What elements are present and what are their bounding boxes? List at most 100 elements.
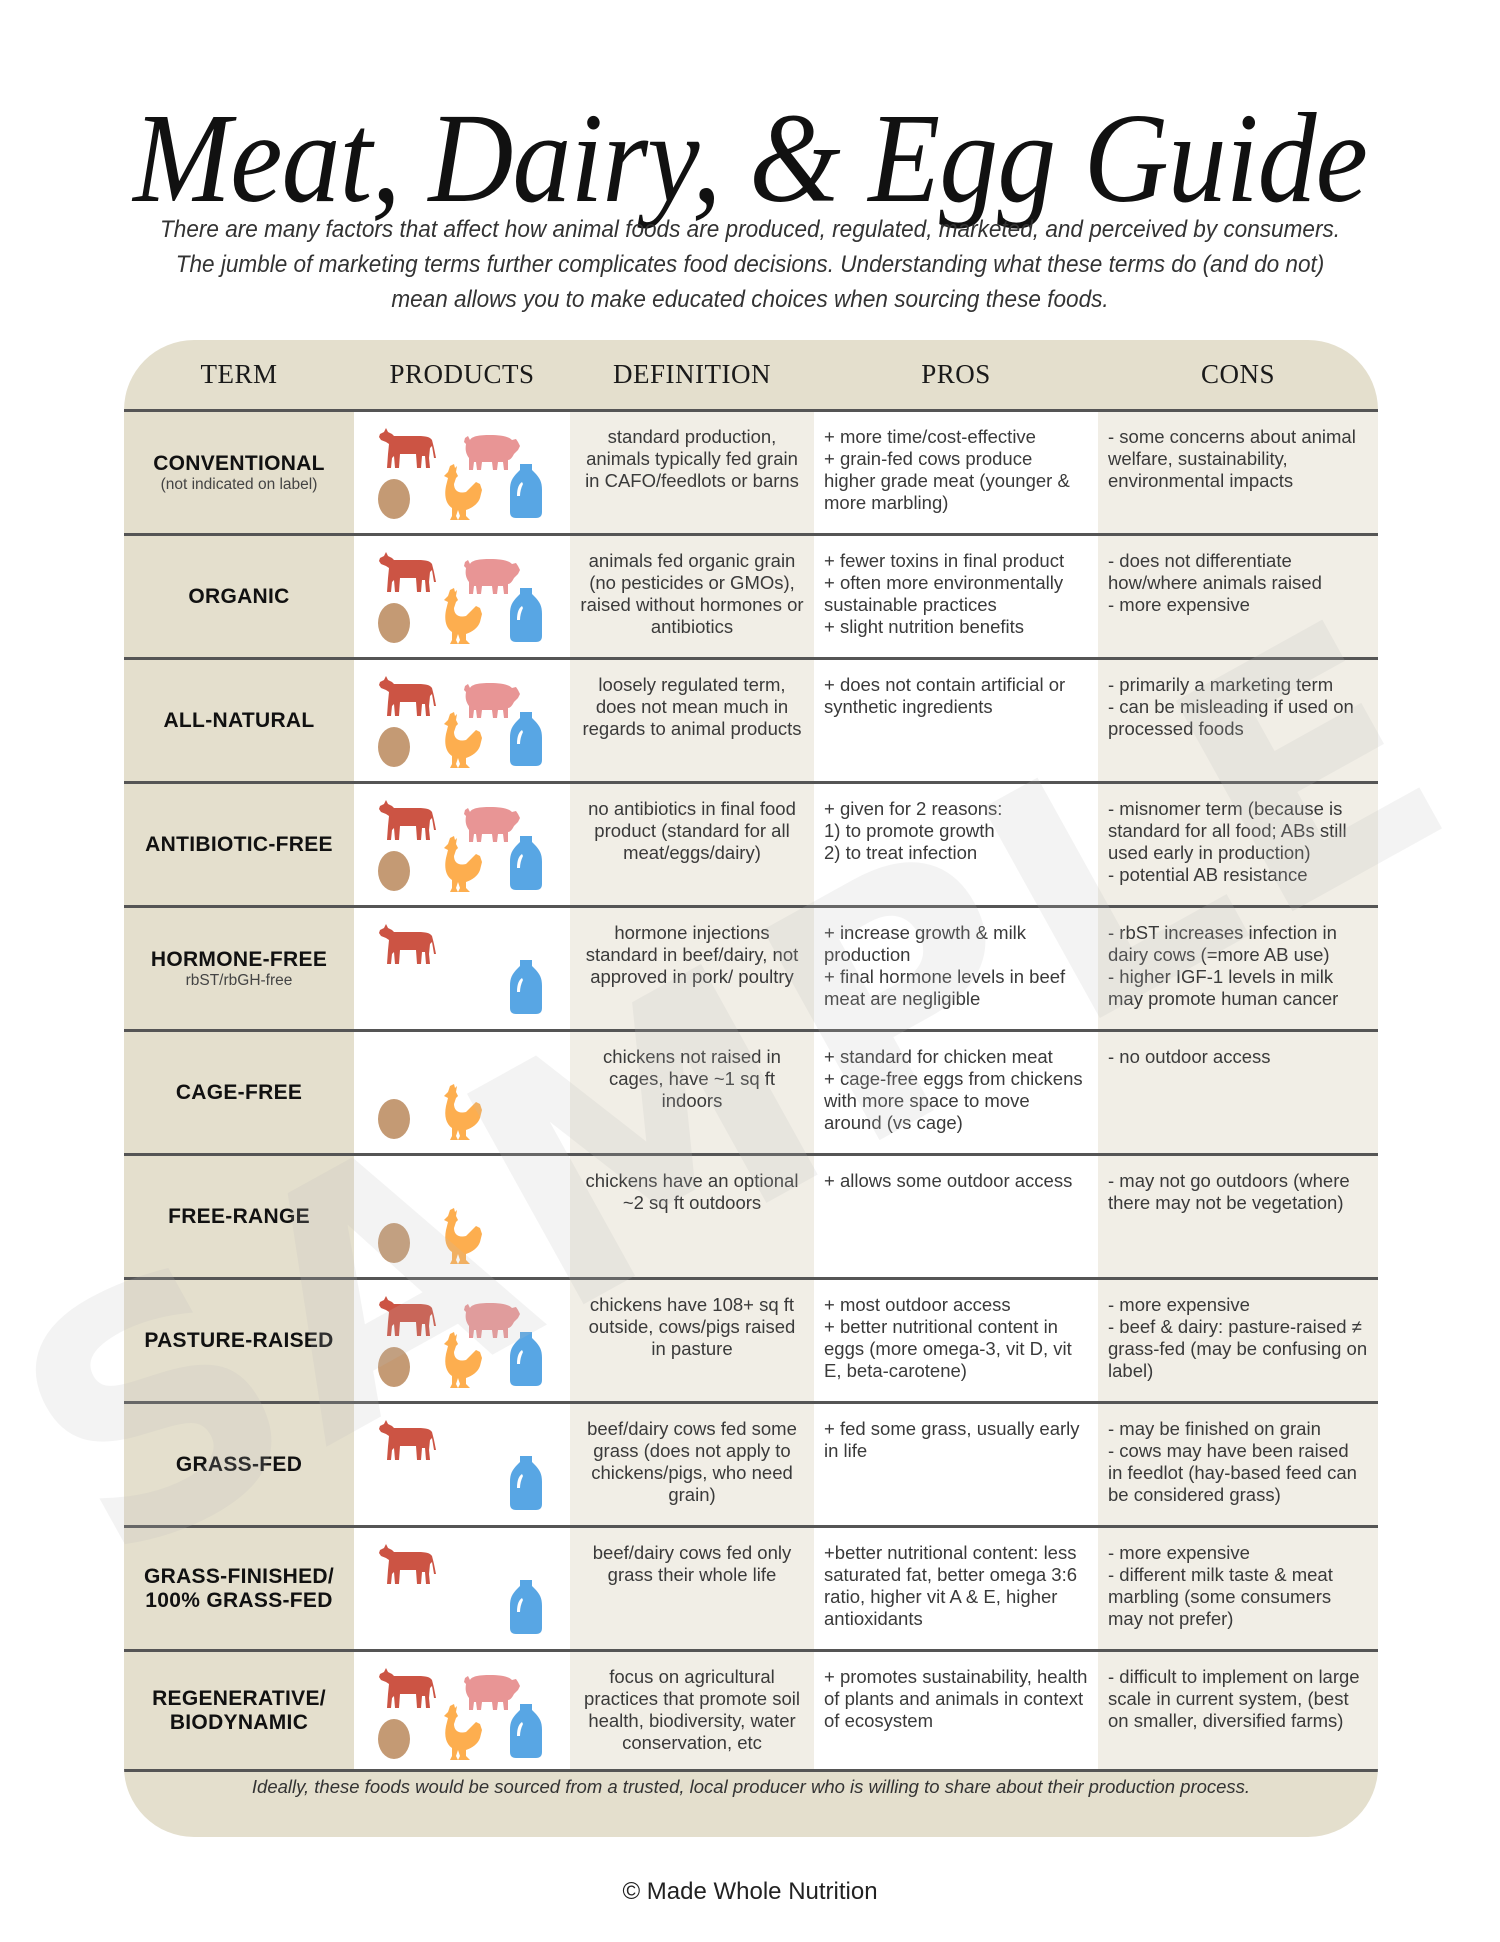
term-name: ANTIBIOTIC-FREE (145, 832, 333, 856)
term-name: HORMONE-FREE (150, 947, 328, 971)
milk-icon (508, 586, 544, 642)
term-name: CAGE-FREE (175, 1080, 303, 1104)
chicken-icon (440, 1704, 484, 1762)
term-cell: GRASS-FINISHED/ 100% GRASS-FED (124, 1528, 354, 1649)
products-cell (354, 1404, 570, 1525)
definition-cell: beef/dairy cows fed some grass (does not… (570, 1404, 814, 1525)
definition-cell: chickens not raised in cages, have ~1 sq… (570, 1032, 814, 1153)
table-row: ORGANIC animals fed organic grain (no pe… (124, 536, 1378, 660)
header-products: PRODUCTS (389, 359, 535, 389)
egg-icon (376, 1218, 412, 1264)
pros-cell: + standard for chicken meat + cage-free … (814, 1032, 1098, 1153)
term-name: FREE-RANGE (168, 1204, 310, 1228)
chicken-icon (440, 836, 484, 894)
pros-cell: + fed some grass, usually early in life (814, 1404, 1098, 1525)
pig-icon (462, 680, 522, 720)
cons-cell: - primarily a marketing term - can be mi… (1098, 660, 1378, 781)
egg-icon (376, 722, 412, 768)
definition-cell: focus on agricultural practices that pro… (570, 1652, 814, 1769)
term-name: CONVENTIONAL (153, 451, 325, 475)
pig-icon (462, 432, 522, 472)
chicken-icon (440, 1208, 484, 1266)
products-cell (354, 784, 570, 905)
cow-icon (378, 1544, 438, 1586)
footnote: Ideally, these foods would be sourced fr… (251, 1776, 1251, 1797)
term-name: GRASS-FED (175, 1452, 303, 1476)
header-cons: CONS (1200, 359, 1276, 389)
pros-cell: + more time/cost-effective + grain-fed c… (814, 412, 1098, 533)
intro-paragraph: There are many factors that affect how a… (159, 216, 1341, 313)
header-definition: DEFINITION (613, 359, 771, 389)
egg-icon (376, 474, 412, 520)
cow-icon (378, 800, 438, 842)
cow-icon (378, 552, 438, 594)
cow-icon (378, 676, 438, 718)
copyright: © Made Whole Nutrition (622, 1878, 878, 1905)
term-cell: CAGE-FREE (124, 1032, 354, 1153)
pig-icon (462, 1300, 522, 1340)
term-cell: ANTIBIOTIC-FREE (124, 784, 354, 905)
milk-icon (508, 958, 544, 1014)
table-row: PASTURE-RAISED chickens have 108+ sq ft … (124, 1280, 1378, 1404)
milk-icon (508, 834, 544, 890)
cons-cell: - difficult to implement on large scale … (1098, 1652, 1378, 1769)
egg-icon (376, 1714, 412, 1760)
pig-icon (462, 1672, 522, 1712)
egg-icon (376, 598, 412, 644)
definition-cell: hormone injections standard in beef/dair… (570, 908, 814, 1029)
table-row: GRASS-FED beef/dairy cows fed some grass… (124, 1404, 1378, 1528)
pros-cell: + fewer toxins in final product + often … (814, 536, 1098, 657)
term-subtitle: (not indicated on label) (160, 475, 318, 493)
pros-cell: + promotes sustainability, health of pla… (814, 1652, 1098, 1769)
egg-icon (376, 1094, 412, 1140)
cow-icon (378, 428, 438, 470)
products-cell (354, 660, 570, 781)
cons-cell: - does not differentiate how/where anima… (1098, 536, 1378, 657)
chicken-icon (440, 464, 484, 522)
cow-icon (378, 924, 438, 966)
term-name: REGENERATIVE/ BIODYNAMIC (152, 1686, 326, 1734)
pros-cell: + allows some outdoor access (814, 1156, 1098, 1277)
term-subtitle: rbST/rbGH-free (185, 971, 293, 989)
definition-cell: no antibiotics in final food product (st… (570, 784, 814, 905)
milk-icon (508, 462, 544, 518)
pig-icon (462, 556, 522, 596)
definition-cell: chickens have an optional ~2 sq ft outdo… (570, 1156, 814, 1277)
term-cell: REGENERATIVE/ BIODYNAMIC (124, 1652, 354, 1769)
table-row: REGENERATIVE/ BIODYNAMIC focus on agricu… (124, 1652, 1378, 1772)
cow-icon (378, 1420, 438, 1462)
term-cell: GRASS-FED (124, 1404, 354, 1525)
milk-icon (508, 710, 544, 766)
products-cell (354, 1032, 570, 1153)
cons-cell: - some concerns about animal welfare, su… (1098, 412, 1378, 533)
milk-icon (508, 1578, 544, 1634)
definition-cell: chickens have 108+ sq ft outside, cows/p… (570, 1280, 814, 1401)
milk-icon (508, 1702, 544, 1758)
term-name: GRASS-FINISHED/ 100% GRASS-FED (143, 1564, 334, 1612)
header-pros: PROS (921, 359, 991, 389)
term-cell: PASTURE-RAISED (124, 1280, 354, 1401)
milk-icon (508, 1330, 544, 1386)
cons-cell: - may not go outdoors (where there may n… (1098, 1156, 1378, 1277)
table-row: HORMONE-FREE rbST/rbGH-free hormone inje… (124, 908, 1378, 1032)
page-title: Meat, Dairy, & Egg Guide (133, 87, 1368, 229)
products-cell (354, 1280, 570, 1401)
products-cell (354, 412, 570, 533)
cons-cell: - rbST increases infection in dairy cows… (1098, 908, 1378, 1029)
milk-icon (508, 1454, 544, 1510)
pros-cell: + does not contain artificial or synthet… (814, 660, 1098, 781)
chicken-icon (440, 712, 484, 770)
definition-cell: animals fed organic grain (no pesticides… (570, 536, 814, 657)
chicken-icon (440, 1332, 484, 1390)
term-name: PASTURE-RAISED (144, 1328, 334, 1352)
guide-table: TERM PRODUCTS DEFINITION PROS CONS CONVE… (124, 340, 1378, 1837)
table-row: CONVENTIONAL (not indicated on label) st… (124, 412, 1378, 536)
pros-cell: +better nutritional content: less satura… (814, 1528, 1098, 1649)
term-cell: ORGANIC (124, 536, 354, 657)
products-cell (354, 1652, 570, 1769)
egg-icon (376, 1342, 412, 1388)
definition-cell: standard production, animals typically f… (570, 412, 814, 533)
term-cell: HORMONE-FREE rbST/rbGH-free (124, 908, 354, 1029)
table-row: GRASS-FINISHED/ 100% GRASS-FED beef/dair… (124, 1528, 1378, 1652)
term-name: ALL-NATURAL (163, 708, 315, 732)
